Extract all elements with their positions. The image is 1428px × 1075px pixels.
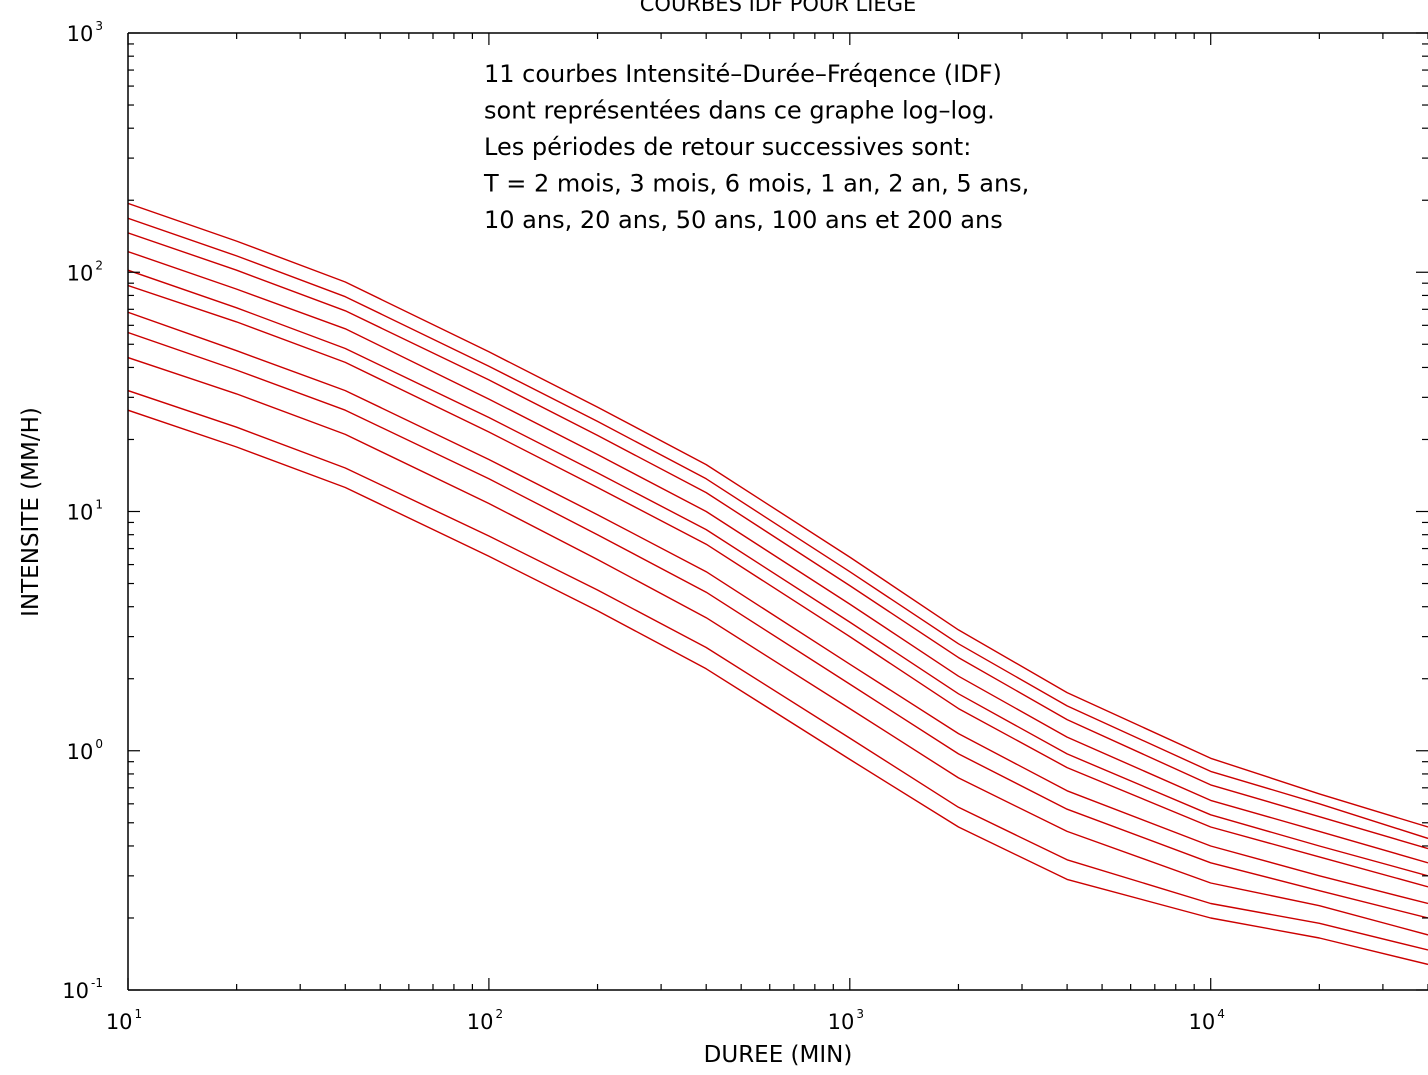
idf-curve-8: [128, 250, 1428, 864]
y-tick-label: 10 1: [67, 498, 103, 525]
x-tick-label: 10 3: [828, 1007, 864, 1034]
idf-curve-3: [128, 356, 1428, 936]
idf-curve-11: [128, 202, 1428, 828]
y-tick-label: 10 2: [67, 258, 103, 285]
chart-title: COURBES IDF POUR LIEGE: [640, 0, 917, 16]
idf-curve-7: [128, 269, 1428, 877]
annotation-line-3: Les périodes de retour successives sont:: [484, 133, 971, 161]
idf-curve-4: [128, 331, 1428, 919]
y-tick-label: 10 -1: [62, 976, 103, 1003]
idf-curve-10: [128, 217, 1428, 840]
annotation-line-4: T = 2 mois, 3 mois, 6 mois, 1 an, 2 an, …: [483, 170, 1029, 198]
annotation-line-1: 11 courbes Intensité–Durée–Fréqence (IDF…: [484, 60, 1002, 88]
tick-labels-group: 10 1 10 2 10 3 10 4 10 -1 10 0 10 1 10 2 10 3: [62, 19, 1225, 1034]
ticks-group: [127, 32, 1428, 991]
y-tick-label: 10 0: [67, 737, 103, 764]
y-tick-label: 10 3: [67, 19, 103, 46]
idf-curve-9: [128, 232, 1428, 850]
annotation-line-2: sont représentées dans ce graphe log–log…: [484, 97, 995, 125]
idf-curve-2: [128, 389, 1428, 951]
x-tick-label: 10 4: [1189, 1007, 1225, 1034]
annotation-text: 11 courbes Intensité–Durée–Fréqence (IDF…: [483, 60, 1029, 234]
annotation-line-5: 10 ans, 20 ans, 50 ans, 100 ans et 200 a…: [484, 206, 1003, 234]
idf-curve-6: [128, 284, 1428, 888]
x-tick-label: 10 2: [467, 1007, 503, 1034]
y-axis-label: INTENSITE (MM/H): [18, 407, 44, 617]
idf-curve-1: [128, 409, 1428, 966]
x-tick-label: 10 1: [106, 1007, 142, 1034]
x-axis-label: DUREE (MIN): [704, 1042, 853, 1068]
idf-curve-5: [128, 311, 1428, 905]
curves-group: [128, 202, 1428, 966]
